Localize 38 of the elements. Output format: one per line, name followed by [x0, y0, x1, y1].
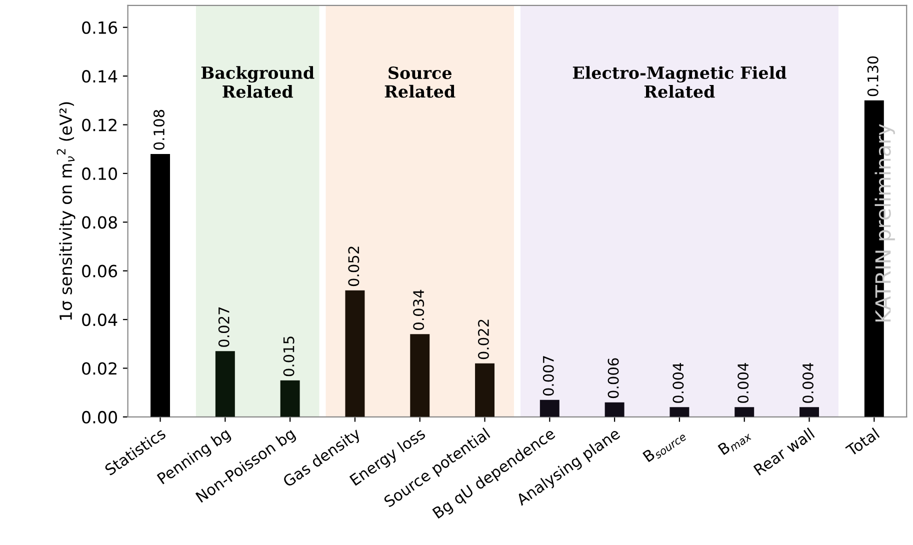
- data-label: 0.015: [283, 336, 294, 376]
- y-tick-label: 0.06: [82, 264, 118, 278]
- y-tick-label: 0.10: [82, 167, 117, 180]
- annotation: KATRIN preliminary: [874, 124, 895, 322]
- data-label: 0.022: [478, 320, 489, 360]
- bar: [280, 380, 300, 417]
- bar: [734, 407, 754, 417]
- data-label: 0.027: [218, 307, 230, 347]
- data-label: 0.052: [348, 246, 360, 286]
- x-tick-label: B$_{max}$: [718, 427, 752, 458]
- y-axis-title: 1σ sensitivity on m$_{ν}$$^{2}$ (eV²): [56, 102, 76, 320]
- data-label: 0.007: [542, 356, 554, 396]
- band-label: Electro-Magnetic Field Related: [572, 66, 786, 98]
- x-tick-label: B$_{source}$: [642, 428, 687, 464]
- y-tick-label: 0.08: [82, 216, 117, 229]
- y-tick-label: 0.16: [82, 21, 118, 34]
- band-label: Background Related: [201, 66, 314, 98]
- y-tick-label: 0.04: [82, 313, 118, 326]
- data-label: 0.004: [802, 362, 814, 403]
- data-label: 0.130: [867, 56, 878, 96]
- band-label: Source Related: [384, 66, 456, 98]
- y-tick-label: 0.00: [82, 410, 117, 424]
- data-label: 0.006: [608, 358, 619, 398]
- y-tick-label: 0.14: [82, 70, 118, 83]
- bar: [475, 363, 494, 417]
- data-label: 0.034: [413, 290, 424, 330]
- data-label: 0.004: [738, 362, 749, 403]
- bar: [215, 351, 235, 417]
- bar: [800, 407, 819, 417]
- data-label: 0.004: [672, 362, 684, 403]
- bar: [604, 402, 624, 417]
- bar: [540, 400, 560, 417]
- data-label: 0.108: [153, 110, 164, 150]
- bar: [410, 334, 430, 417]
- bar: [670, 407, 690, 417]
- y-tick-label: 0.12: [82, 118, 116, 132]
- y-tick-label: 0.02: [82, 362, 116, 375]
- bar: [345, 290, 365, 417]
